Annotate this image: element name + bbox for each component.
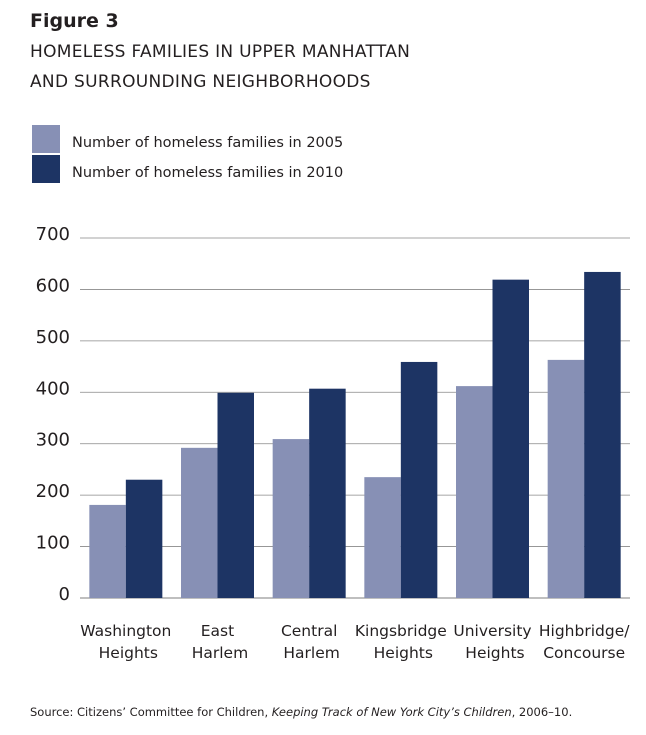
x-tick-line: East [201, 622, 234, 640]
x-tick-line: University [453, 622, 531, 640]
x-tick-label: Kingsbridge Heights [355, 622, 447, 662]
y-tick-label: 500 [36, 327, 70, 348]
chart-title: Figure 3 [30, 10, 119, 32]
chart-subtitle: HOMELESS FAMILIES IN UPPER MANHATTAN [30, 42, 410, 62]
legend-label: Number of homeless families in 2005 [72, 135, 343, 151]
x-tick-line: Washington [80, 622, 171, 640]
x-tick-label: Highbridge/Concourse [539, 622, 630, 662]
y-tick-label: 700 [36, 224, 70, 245]
chart-subtitle: AND SURROUNDING NEIGHBORHOODS [30, 72, 371, 92]
bar [456, 386, 493, 598]
bar [547, 359, 585, 598]
y-tick-label: 0 [59, 584, 70, 605]
bar [584, 271, 621, 598]
bar [89, 504, 126, 598]
x-tick-line: Kingsbridge [355, 622, 447, 640]
bar [125, 479, 163, 598]
legend-swatch [32, 155, 60, 183]
y-tick-label: 400 [36, 378, 70, 399]
bar [272, 439, 310, 598]
y-tick-label: 200 [36, 481, 70, 502]
bar [217, 392, 254, 598]
x-tick-line: Heights [94, 644, 158, 662]
bar [364, 477, 401, 598]
bar [181, 447, 218, 598]
y-tick-label: 600 [36, 275, 70, 296]
bar [309, 388, 346, 598]
source-note: Source: Citizens’ Committee for Children… [30, 705, 572, 719]
source-suffix: , 2006–10. [512, 705, 573, 719]
x-tick-line: Highbridge/ [539, 622, 630, 640]
x-tick-label: East Harlem [187, 622, 248, 662]
x-tick-line: Harlem [278, 644, 339, 662]
x-tick-line: Central [281, 622, 337, 640]
x-tick-label: University Heights [453, 622, 531, 662]
source-prefix: Source: Citizens’ Committee for Children… [30, 705, 272, 719]
bar [400, 361, 438, 598]
bar [492, 279, 529, 598]
x-tick-line: Heights [369, 644, 433, 662]
x-tick-label: Washington Heights [80, 622, 171, 662]
x-tick-line: Concourse [543, 644, 625, 662]
x-tick-line: Harlem [187, 644, 248, 662]
source-title: Keeping Track of New York City’s Childre… [272, 705, 512, 719]
x-tick-line: Heights [460, 644, 524, 662]
legend-swatch [32, 125, 60, 153]
y-tick-label: 100 [36, 533, 70, 554]
x-tick-label: Central Harlem [278, 622, 339, 662]
legend-label: Number of homeless families in 2010 [72, 165, 343, 181]
y-tick-label: 300 [36, 430, 70, 451]
